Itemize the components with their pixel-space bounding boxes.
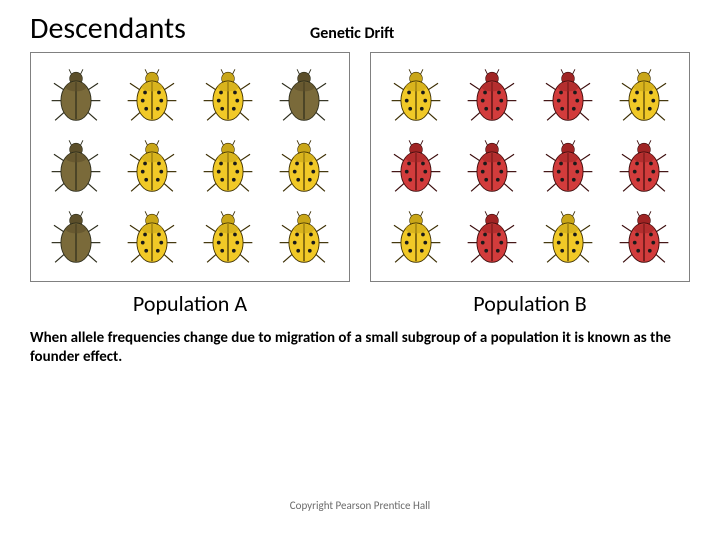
beetle-brown bbox=[271, 63, 337, 128]
beetle-yellow bbox=[383, 206, 449, 271]
population-a-box bbox=[30, 52, 350, 282]
beetle-red bbox=[459, 134, 525, 199]
beetle-yellow bbox=[383, 63, 449, 128]
beetle-brown bbox=[43, 63, 109, 128]
beetle-yellow bbox=[119, 63, 185, 128]
beetle-icon bbox=[121, 67, 183, 125]
beetle-red bbox=[459, 63, 525, 128]
beetle-icon bbox=[273, 138, 335, 196]
beetle-icon bbox=[385, 209, 447, 267]
beetle-icon bbox=[45, 138, 107, 196]
beetle-icon bbox=[385, 138, 447, 196]
beetle-icon bbox=[461, 209, 523, 267]
beetle-icon bbox=[273, 209, 335, 267]
beetle-icon bbox=[197, 138, 259, 196]
beetle-yellow bbox=[611, 63, 677, 128]
genetic-drift-title: Genetic Drift bbox=[310, 24, 394, 43]
beetle-icon bbox=[197, 67, 259, 125]
beetle-icon bbox=[461, 138, 523, 196]
populations-container: Population A bbox=[0, 52, 720, 317]
beetle-icon bbox=[613, 209, 675, 267]
beetle-yellow bbox=[195, 206, 261, 271]
beetle-yellow bbox=[195, 134, 261, 199]
descendants-title: Descendants bbox=[30, 10, 280, 47]
beetle-yellow bbox=[119, 206, 185, 271]
beetle-icon bbox=[461, 67, 523, 125]
beetle-icon bbox=[45, 209, 107, 267]
beetle-icon bbox=[45, 67, 107, 125]
header-row: Descendants Genetic Drift bbox=[0, 0, 720, 52]
beetle-icon bbox=[197, 209, 259, 267]
beetle-yellow bbox=[271, 134, 337, 199]
beetle-icon bbox=[273, 67, 335, 125]
beetle-icon bbox=[537, 209, 599, 267]
beetle-red bbox=[459, 206, 525, 271]
beetle-red bbox=[383, 134, 449, 199]
beetle-red bbox=[535, 63, 601, 128]
beetle-icon bbox=[537, 138, 599, 196]
beetle-red bbox=[611, 206, 677, 271]
population-b-label: Population B bbox=[473, 290, 586, 317]
beetle-yellow bbox=[195, 63, 261, 128]
copyright-text: Copyright Pearson Prentice Hall bbox=[0, 499, 720, 512]
population-a-label: Population A bbox=[133, 290, 247, 317]
beetle-yellow bbox=[119, 134, 185, 199]
population-b-box bbox=[370, 52, 690, 282]
beetle-icon bbox=[613, 67, 675, 125]
beetle-red bbox=[535, 134, 601, 199]
beetle-icon bbox=[385, 67, 447, 125]
population-a-block: Population A bbox=[30, 52, 350, 317]
beetle-icon bbox=[537, 67, 599, 125]
beetle-icon bbox=[121, 209, 183, 267]
beetle-brown bbox=[43, 134, 109, 199]
body-text: When allele frequencies change due to mi… bbox=[0, 317, 720, 367]
beetle-red bbox=[611, 134, 677, 199]
beetle-icon bbox=[613, 138, 675, 196]
beetle-yellow bbox=[271, 206, 337, 271]
population-b-block: Population B bbox=[370, 52, 690, 317]
beetle-icon bbox=[121, 138, 183, 196]
beetle-brown bbox=[43, 206, 109, 271]
beetle-yellow bbox=[535, 206, 601, 271]
